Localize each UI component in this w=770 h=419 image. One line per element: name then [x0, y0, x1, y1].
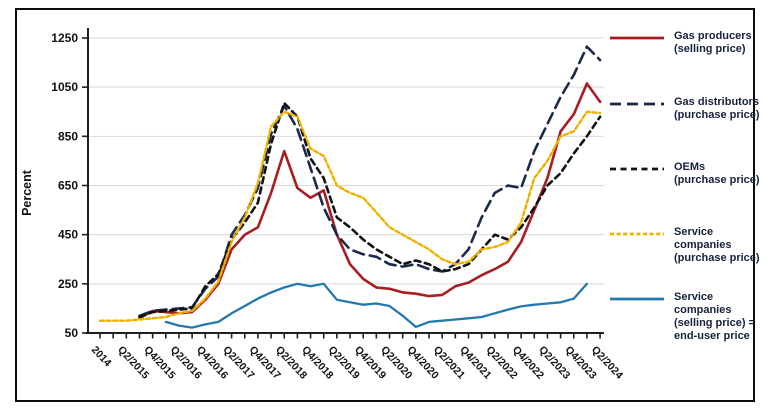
legend-label: Gas distributors (purchase price) — [674, 96, 760, 121]
y-tick-label: 650 — [58, 179, 78, 193]
y-tick-label: 450 — [58, 228, 78, 242]
figure-border — [15, 8, 755, 402]
y-axis-title: Percent — [20, 169, 34, 216]
legend-line-sample-service-selling — [610, 297, 664, 301]
legend-line-sample-gas-producers — [610, 36, 664, 40]
legend-item-gas-producers: Gas producers (selling price) — [608, 30, 752, 56]
legend-line-sample-gas-distributors — [610, 102, 664, 106]
legend-item-oems: OEMs (purchase price) — [608, 161, 760, 187]
series-line — [138, 101, 602, 319]
series-line — [164, 282, 589, 329]
series-line — [138, 45, 602, 318]
y-tick-label: 1050 — [51, 80, 78, 94]
legend-item-service-purchase: Service companies (purchase price) — [608, 226, 760, 265]
legend-label: Service companies (purchase price) — [674, 226, 760, 264]
y-tick-label: 850 — [58, 129, 78, 143]
legend-label: OEMs (purchase price) — [674, 161, 760, 186]
legend-line-sample-oems — [610, 167, 664, 171]
legend-label: Service companies (selling price) = end-… — [674, 291, 755, 342]
series-line — [138, 82, 602, 320]
legend-item-gas-distributors: Gas distributors (purchase price) — [608, 96, 760, 122]
series-line — [98, 110, 602, 322]
legend-label: Gas producers (selling price) — [674, 30, 752, 55]
y-tick-label: 250 — [58, 277, 78, 291]
y-tick-label: 50 — [65, 326, 79, 340]
chart-legend: Gas producers (selling price) Gas distri… — [608, 0, 766, 400]
legend-line-sample-service-purchase — [610, 232, 664, 236]
y-tick-label: 1250 — [51, 31, 78, 45]
legend-item-service-selling: Service companies (selling price) = end-… — [608, 291, 755, 343]
x-tick-label: 2014 — [89, 344, 114, 369]
